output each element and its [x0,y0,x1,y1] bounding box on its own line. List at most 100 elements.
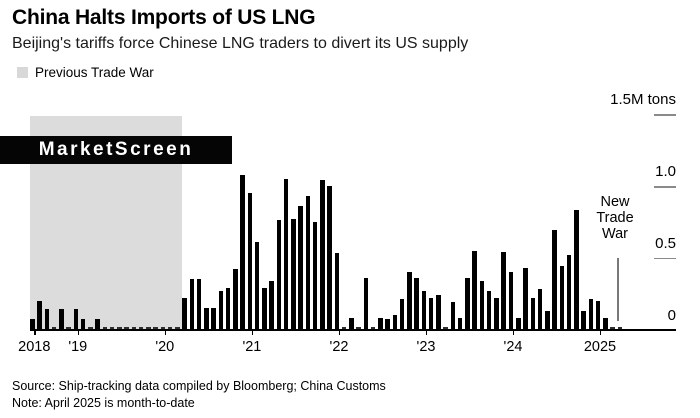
annotation-line-1: New [600,194,630,210]
bar-2019-02 [80,319,86,330]
y-tick-label-1: 1.0 [655,163,676,180]
legend: Previous Trade War [17,65,154,80]
bar-2024-09 [566,254,572,330]
bar-2023-08 [472,250,477,330]
legend-swatch [17,67,28,78]
y-tick-label-0: 0 [667,306,676,324]
bar-2025-01 [595,300,601,330]
bar-2024-08 [559,266,565,330]
watermark: MarketScreen [0,136,232,164]
bar-2022-10 [399,299,405,330]
zero-dash-2022-04 [356,326,361,329]
bar-2022-03 [349,318,354,330]
zero-dash-2022-06 [370,326,376,329]
bar-2020-06 [196,279,202,330]
bar-2021-11 [320,180,325,330]
bar-2019-01 [73,309,79,330]
bar-2021-04 [269,280,274,330]
annotation-line-3: War [601,226,629,242]
bar-2024-07 [552,230,557,330]
bar-2022-12 [414,277,419,330]
bar-2021-08 [298,206,303,330]
zero-dash-2020-01 [160,326,166,329]
new-trade-war-annotation: New Trade War [589,194,641,242]
zero-dash-2018-10 [51,326,57,329]
zero-dash-2023-04 [443,326,448,329]
legend-label: Previous Trade War [35,65,154,80]
bar-2023-06 [457,318,463,330]
bar-2020-07 [204,307,209,330]
bar-2023-09 [479,280,485,330]
bar-2023-12 [501,252,506,330]
zero-dash-2019-10 [138,326,144,329]
x-tick-label-2025: 2025 [583,339,617,355]
y-tick-label-0.5: 0.5 [655,234,676,252]
y-gridtick-0.5 [654,257,676,260]
bar-2023-10 [486,290,492,330]
x-tick-label-2018: 2018 [18,339,51,355]
bar-2023-07 [465,277,470,330]
x-tick-label-'21: '21 [242,339,262,355]
bar-2024-01 [508,272,514,330]
x-tick-'22 [339,330,341,335]
bar-2018-11 [59,309,64,330]
source-text: Source: Ship-tracking data compiled by B… [12,379,386,393]
bar-2020-08 [211,307,216,330]
bar-2024-11 [581,310,586,330]
bar-2023-05 [450,302,456,330]
bar-2024-10 [574,210,579,330]
zero-dash-2018-12 [66,326,71,329]
bar-2021-12 [327,186,332,330]
zero-dash-2022-02 [341,326,347,329]
bar-2024-04 [530,297,535,330]
bar-2023-02 [428,297,434,330]
x-tick-label-'22: '22 [329,339,349,355]
bar-2024-02 [516,318,521,330]
x-tick-label-'19: '19 [68,339,88,355]
bar-2021-10 [312,221,318,330]
bar-2024-05 [537,289,543,330]
zero-dash-2019-12 [153,326,158,329]
bar-2024-12 [588,299,594,330]
bar-2020-05 [189,279,195,330]
bar-2023-01 [421,290,427,330]
zero-dash-2019-03 [88,326,93,329]
page-subtitle: Beijing's tariffs force Chinese LNG trad… [12,35,469,52]
bar-2021-02 [254,241,260,330]
bar-2018-08 [37,300,42,330]
bar-2024-03 [523,267,528,330]
bar-2022-08 [385,319,390,330]
bar-2020-12 [240,174,245,330]
x-tick-label-'24: '24 [503,339,523,355]
zero-dash-2025-03 [610,326,615,329]
x-tick-label-'20: '20 [155,339,175,355]
bar-2019-04 [95,319,100,330]
zero-dash-2019-09 [131,326,137,329]
x-tick-'24 [513,330,515,335]
bar-2023-11 [494,297,499,330]
x-tick-2018 [34,330,36,335]
bar-2018-09 [44,309,50,330]
x-tick-label-'23: '23 [416,339,436,355]
bar-2022-07 [378,318,383,330]
x-tick-'21 [251,330,254,335]
x-tick-'23 [426,330,428,335]
x-axis-line [30,329,676,331]
new-trade-war-marker-line [617,258,619,321]
bar-2022-11 [407,272,412,330]
zero-dash-2019-06 [109,326,115,329]
x-tick-'19 [77,330,80,335]
bar-2021-03 [262,287,267,330]
bar-2021-06 [283,178,289,330]
bar-2025-02 [603,318,608,330]
bar-2023-03 [436,295,441,330]
bar-2024-06 [545,310,550,330]
bar-2020-09 [218,290,224,330]
page-title: China Halts Imports of US LNG [12,6,316,29]
y-gridtick-1.5 [654,114,676,116]
bar-2022-09 [392,315,398,330]
bar-2021-05 [276,220,282,330]
bar-2018-07 [30,319,35,330]
zero-dash-2019-11 [146,326,151,329]
